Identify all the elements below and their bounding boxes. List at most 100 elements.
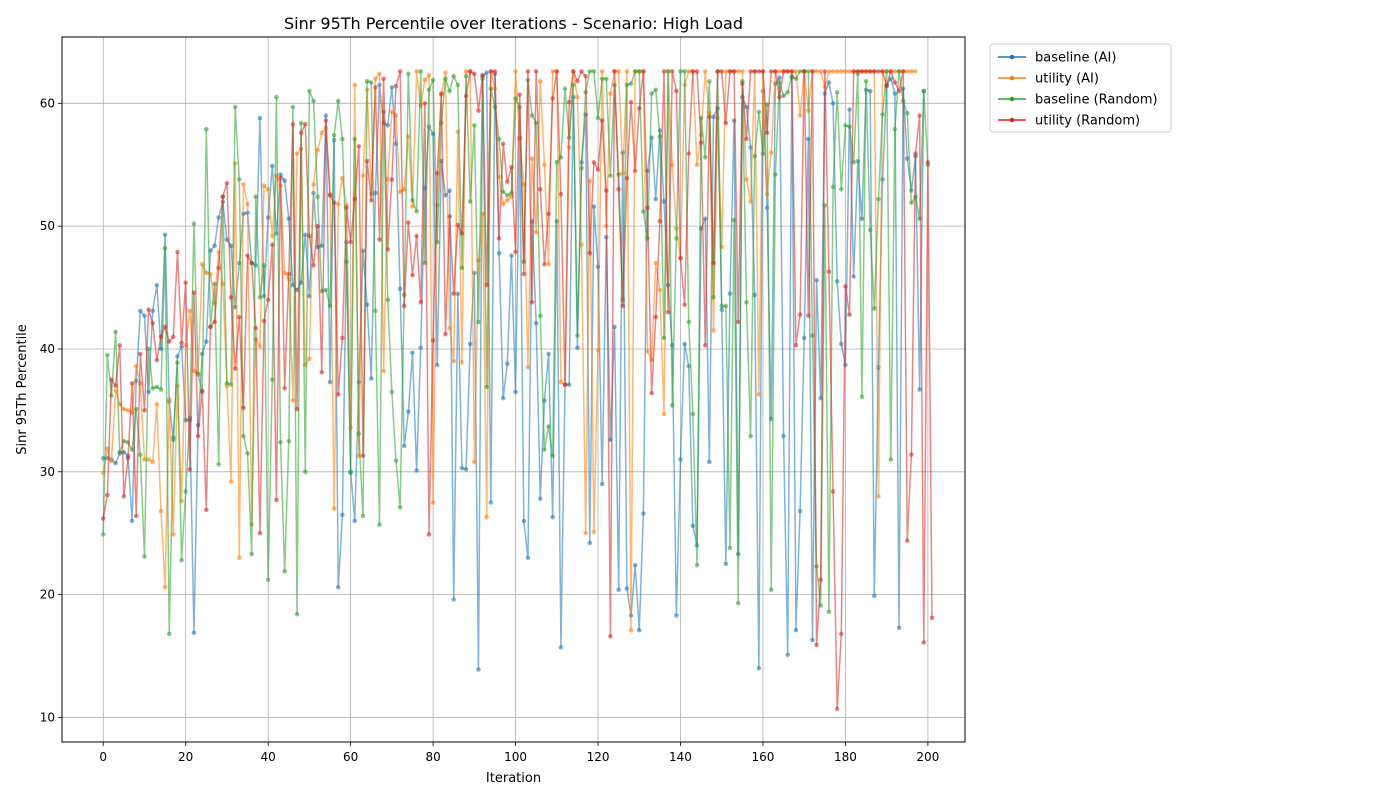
data-point bbox=[723, 120, 729, 126]
data-point bbox=[624, 175, 630, 181]
data-point bbox=[191, 290, 197, 295]
data-point bbox=[748, 199, 753, 204]
data-point bbox=[315, 147, 320, 153]
data-point bbox=[463, 93, 469, 99]
series-line-utility-random bbox=[102, 70, 933, 710]
data-point bbox=[892, 91, 898, 96]
data-point bbox=[533, 229, 539, 235]
x-tick-label: 100 bbox=[504, 750, 527, 764]
data-point bbox=[542, 261, 547, 267]
data-point bbox=[397, 69, 403, 74]
data-point bbox=[204, 339, 209, 344]
data-point bbox=[603, 76, 609, 82]
data-point bbox=[100, 516, 106, 521]
data-point bbox=[847, 107, 852, 112]
data-point bbox=[430, 500, 436, 505]
data-point bbox=[892, 126, 898, 132]
data-point bbox=[731, 217, 737, 223]
data-point bbox=[224, 237, 230, 242]
data-point bbox=[608, 634, 613, 639]
data-point bbox=[513, 249, 518, 255]
data-point bbox=[616, 587, 621, 592]
data-point bbox=[204, 507, 209, 513]
data-point bbox=[562, 382, 568, 387]
data-point bbox=[599, 118, 605, 123]
data-point bbox=[150, 385, 156, 391]
plot-series bbox=[100, 69, 935, 712]
data-point bbox=[171, 435, 176, 440]
data-point bbox=[620, 171, 626, 176]
data-point bbox=[904, 110, 910, 116]
data-point bbox=[830, 69, 836, 74]
data-point bbox=[393, 83, 399, 89]
data-point bbox=[554, 159, 560, 165]
data-point bbox=[109, 377, 114, 382]
data-point bbox=[158, 334, 164, 339]
data-point bbox=[847, 312, 852, 317]
data-point bbox=[686, 69, 692, 74]
data-point bbox=[105, 492, 110, 498]
data-point bbox=[500, 395, 506, 401]
data-point bbox=[100, 532, 106, 537]
data-point bbox=[525, 365, 531, 370]
data-point bbox=[674, 236, 679, 241]
data-point bbox=[414, 468, 419, 473]
data-point bbox=[109, 458, 114, 464]
data-point bbox=[331, 200, 337, 206]
data-point bbox=[335, 98, 341, 104]
data-point bbox=[282, 568, 287, 574]
data-point bbox=[241, 433, 246, 439]
data-point bbox=[521, 518, 527, 524]
data-point bbox=[690, 523, 696, 529]
data-point bbox=[278, 175, 283, 181]
data-point bbox=[513, 389, 518, 395]
data-point bbox=[777, 80, 782, 85]
data-point bbox=[529, 300, 535, 305]
data-point bbox=[562, 86, 568, 91]
data-point bbox=[546, 261, 551, 267]
data-point bbox=[397, 505, 403, 510]
data-point bbox=[463, 69, 469, 74]
data-point bbox=[472, 123, 477, 128]
data-point bbox=[694, 69, 700, 74]
data-point bbox=[748, 433, 753, 439]
data-point bbox=[447, 325, 452, 331]
data-point bbox=[636, 105, 642, 111]
data-point bbox=[686, 363, 692, 369]
data-point bbox=[682, 302, 687, 308]
data-point bbox=[554, 69, 560, 74]
y-axis-label: Sinr 95Th Percentile bbox=[15, 324, 30, 455]
data-point bbox=[793, 627, 799, 633]
data-point bbox=[138, 351, 143, 357]
x-axis-label: Iteration bbox=[486, 771, 541, 786]
data-point bbox=[575, 345, 580, 351]
data-point bbox=[744, 136, 749, 142]
y-tick-label: 10 bbox=[40, 710, 55, 724]
data-point bbox=[269, 242, 275, 247]
data-point bbox=[884, 69, 889, 74]
data-point bbox=[756, 69, 762, 74]
data-point bbox=[121, 406, 127, 412]
data-point bbox=[641, 511, 646, 516]
data-point bbox=[525, 555, 531, 561]
data-point bbox=[377, 522, 382, 527]
data-point bbox=[855, 69, 861, 74]
data-point bbox=[162, 584, 168, 590]
data-point bbox=[826, 269, 832, 274]
data-point bbox=[311, 263, 316, 268]
data-point bbox=[921, 88, 927, 94]
data-point bbox=[513, 96, 518, 101]
data-point bbox=[418, 345, 424, 351]
data-point bbox=[286, 271, 292, 277]
data-point bbox=[904, 69, 910, 74]
data-point bbox=[245, 253, 250, 258]
data-point bbox=[298, 130, 304, 136]
data-point bbox=[142, 554, 147, 559]
data-point bbox=[616, 69, 621, 74]
data-point bbox=[538, 496, 543, 502]
data-point bbox=[859, 216, 865, 222]
data-point bbox=[150, 308, 156, 314]
data-point bbox=[290, 398, 296, 403]
data-point bbox=[430, 77, 436, 83]
data-point bbox=[315, 194, 320, 199]
